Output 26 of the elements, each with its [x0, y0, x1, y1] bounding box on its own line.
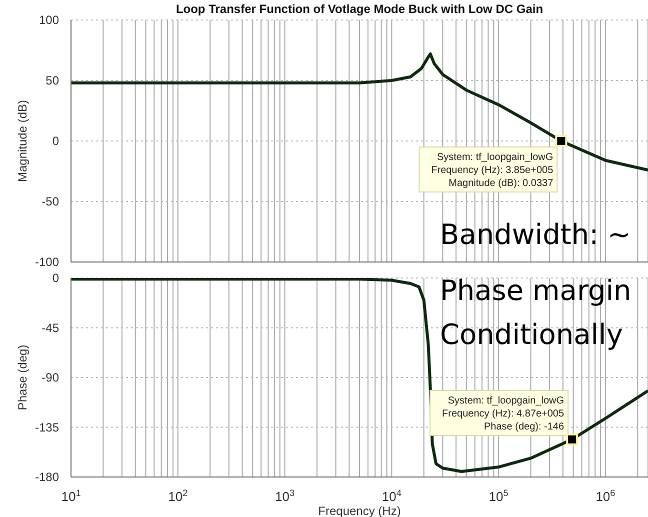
x-tick-label: 10$^{4}$	[382, 488, 402, 504]
x-tick-label: 10$^{2}$	[168, 488, 188, 504]
y-axis-title: Phase (deg)	[15, 344, 30, 410]
y-tick-label: 50	[46, 74, 60, 88]
y-tick-label: 0	[52, 134, 60, 148]
y-tick-label: 0	[52, 271, 60, 285]
data-tip: System: tf_loopgain_lowG Frequency (Hz): 4.87e+005 Phase (deg): -146	[430, 390, 578, 446]
x-tick-label: 10$^{3}$	[275, 488, 295, 504]
y-tick-label: -45	[42, 320, 60, 335]
x-tick-label: 10$^{6}$	[596, 488, 616, 504]
y-tick-label: -90	[42, 370, 60, 384]
annotation: System: tf_loopgain_lowG Frequency (Hz): 3.85e+005 Magnitude (dB): 0.0337	[431, 152, 554, 189]
annotation: System: tf_loopgain_lowG Frequency (Hz): 4.87e+005 Phase (deg): -146	[442, 395, 564, 432]
y-tick-label: -50	[42, 194, 60, 208]
annotation: Conditionally	[440, 318, 623, 351]
y-tick-label: -135	[34, 420, 60, 434]
data-tip: System: tf_loopgain_lowG Frequency (Hz): 3.85e+005 Magnitude (dB): 0.0337	[418, 134, 568, 192]
y-tick-label: 100	[38, 13, 60, 27]
annotation: Bandwidth: ~	[440, 218, 631, 251]
y-tick-label: -180	[34, 470, 60, 484]
x-tick-label: 10$^{1}$	[61, 488, 81, 504]
y-axis-title: Magnitude (dB)	[15, 100, 30, 182]
chart-title: Loop Transfer Function of Votlage Mode Buck with Low DC Gain	[174, 2, 544, 16]
x-tick-label: 10$^{5}$	[488, 488, 508, 504]
y-tick-label: -100	[34, 255, 60, 269]
annotation: Phase margin	[440, 274, 632, 307]
